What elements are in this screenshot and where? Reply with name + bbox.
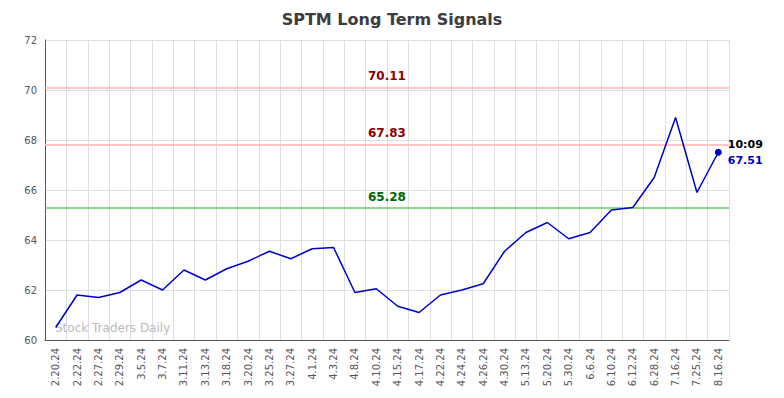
svg-text:4.22.24: 4.22.24 xyxy=(435,348,446,386)
svg-text:5.30.24: 5.30.24 xyxy=(563,348,574,386)
svg-text:72: 72 xyxy=(24,35,37,46)
svg-text:4.30.24: 4.30.24 xyxy=(499,348,510,386)
svg-text:2.29.24: 2.29.24 xyxy=(114,348,125,386)
svg-text:7.16.24: 7.16.24 xyxy=(670,348,681,386)
svg-text:62: 62 xyxy=(24,285,37,296)
svg-text:6.10.24: 6.10.24 xyxy=(606,348,617,386)
svg-text:2.27.24: 2.27.24 xyxy=(93,348,104,386)
svg-text:67.51: 67.51 xyxy=(728,154,763,167)
svg-text:68: 68 xyxy=(24,135,37,146)
svg-text:65.28: 65.28 xyxy=(368,190,406,204)
svg-text:4.24.24: 4.24.24 xyxy=(456,348,467,386)
svg-text:5.13.24: 5.13.24 xyxy=(520,348,531,386)
svg-text:3.18.24: 3.18.24 xyxy=(221,348,232,386)
svg-text:3.27.24: 3.27.24 xyxy=(285,348,296,386)
svg-text:3.11.24: 3.11.24 xyxy=(178,348,189,386)
svg-text:3.20.24: 3.20.24 xyxy=(243,348,254,386)
svg-text:67.83: 67.83 xyxy=(368,126,406,140)
svg-text:4.10.24: 4.10.24 xyxy=(371,348,382,386)
svg-text:64: 64 xyxy=(24,235,37,246)
svg-text:4.8.24: 4.8.24 xyxy=(349,348,360,380)
svg-text:8.16.24: 8.16.24 xyxy=(713,348,724,386)
svg-text:6.28.24: 6.28.24 xyxy=(649,348,660,386)
svg-text:10:09: 10:09 xyxy=(728,138,763,151)
svg-text:Stock Traders Daily: Stock Traders Daily xyxy=(55,321,170,335)
svg-text:4.1.24: 4.1.24 xyxy=(307,348,318,380)
svg-text:3.5.24: 3.5.24 xyxy=(136,348,147,380)
svg-text:4.3.24: 4.3.24 xyxy=(328,348,339,380)
svg-text:6.12.24: 6.12.24 xyxy=(627,348,638,386)
svg-text:3.7.24: 3.7.24 xyxy=(157,348,168,380)
svg-text:SPTM Long Term Signals: SPTM Long Term Signals xyxy=(282,10,503,29)
svg-text:70: 70 xyxy=(24,85,37,96)
svg-text:7.25.24: 7.25.24 xyxy=(691,348,702,386)
svg-text:60: 60 xyxy=(24,335,37,346)
svg-text:4.26.24: 4.26.24 xyxy=(478,348,489,386)
svg-text:3.25.24: 3.25.24 xyxy=(264,348,275,386)
svg-text:66: 66 xyxy=(24,185,37,196)
svg-text:2.22.24: 2.22.24 xyxy=(72,348,83,386)
svg-text:2.20.24: 2.20.24 xyxy=(50,348,61,386)
svg-text:4.17.24: 4.17.24 xyxy=(414,348,425,386)
svg-text:4.15.24: 4.15.24 xyxy=(392,348,403,386)
svg-text:6.6.24: 6.6.24 xyxy=(585,348,596,380)
svg-text:3.13.24: 3.13.24 xyxy=(200,348,211,386)
svg-text:70.11: 70.11 xyxy=(368,69,406,83)
svg-text:5.20.24: 5.20.24 xyxy=(542,348,553,386)
